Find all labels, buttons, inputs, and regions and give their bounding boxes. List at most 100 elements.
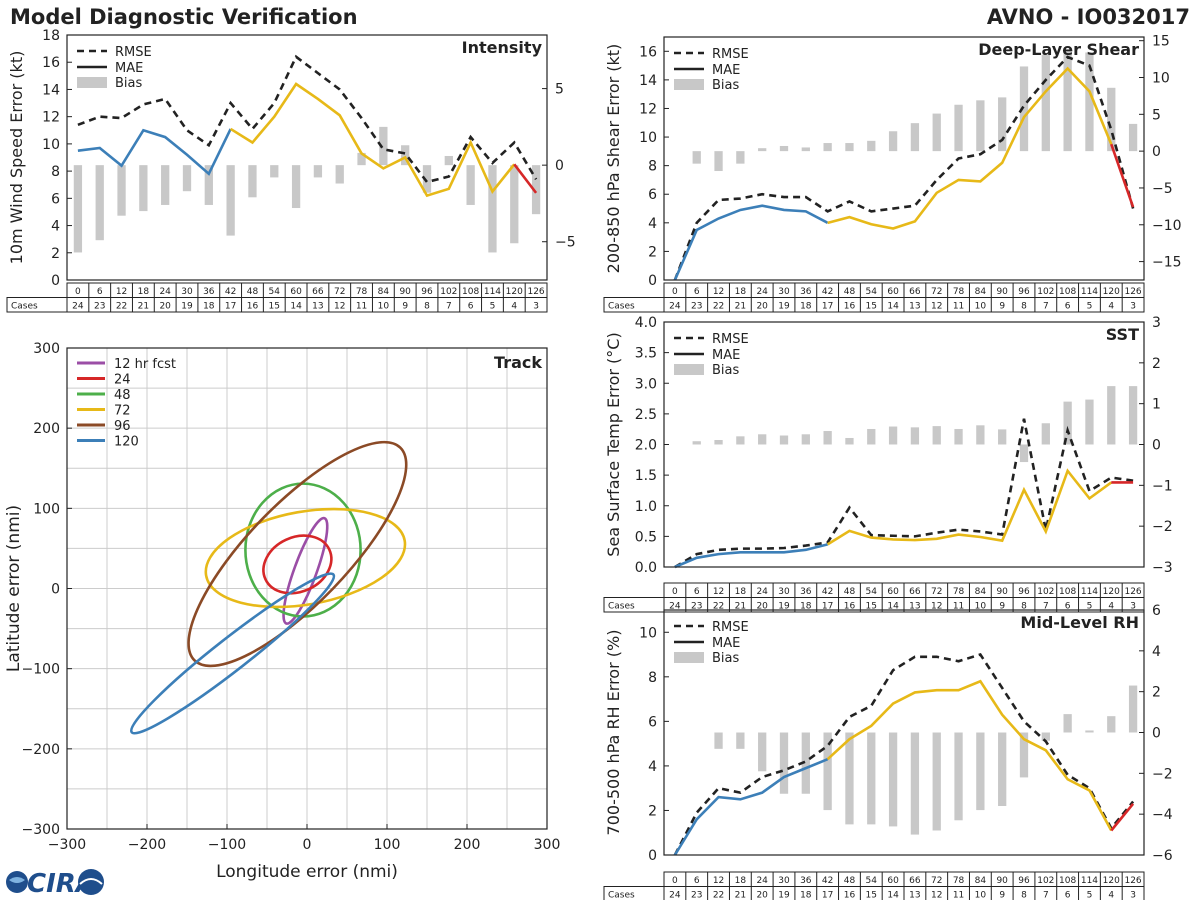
legend-mae-label: MAE	[115, 61, 143, 76]
intensity-case-count: 6	[468, 302, 474, 312]
shear-leadtime: 42	[822, 287, 833, 297]
sst-leadtime: 30	[778, 587, 790, 597]
intensity-bias-bar	[401, 145, 410, 166]
rh-ytick-label: 2	[648, 803, 657, 819]
sst-leadtime: 114	[1081, 587, 1098, 597]
sst-leadtime: 108	[1059, 587, 1076, 597]
rh-bias-bar	[954, 732, 963, 821]
sst-leadtime: 6	[694, 587, 700, 597]
rh-bias-bar	[823, 732, 832, 811]
track-ytick-label: −100	[22, 662, 60, 678]
shear-ytick-label: 10	[639, 130, 657, 146]
shear-bias-bar	[779, 145, 789, 152]
shear-case-count: 14	[887, 302, 899, 312]
sst-ytick-label: 0.5	[635, 529, 657, 545]
sst-case-count: 9	[999, 602, 1005, 612]
shear-case-count: 10	[975, 302, 987, 312]
legend-mae-label: MAE	[712, 348, 740, 363]
intensity-bias-bar	[248, 165, 257, 198]
rh-bias-bar	[736, 732, 745, 749]
rh-leadtime: 72	[931, 876, 942, 886]
intensity-leadtime: 0	[75, 287, 81, 297]
intensity-ytick-label: 12	[42, 110, 60, 126]
intensity-case-count: 21	[138, 302, 149, 312]
sst-y2tick-label: 2	[1152, 356, 1161, 372]
rh-leadtime: 114	[1081, 876, 1098, 886]
shear-bias-bar	[867, 140, 876, 152]
intensity-bias-bar	[139, 165, 148, 212]
shear-leadtime: 18	[735, 287, 747, 297]
intensity-leadtime: 30	[181, 287, 193, 297]
intensity-cases-row	[6, 297, 548, 313]
track-xtick-label: −100	[208, 837, 246, 853]
shear-case-count: 3	[1130, 302, 1136, 312]
intensity-leadtime: 24	[159, 287, 171, 297]
sst-ytick-label: 0.0	[635, 560, 657, 576]
rh-case-count: 10	[975, 891, 987, 900]
intensity-leadtime: 54	[269, 287, 281, 297]
intensity-bias-bar	[226, 165, 235, 236]
sst-y2tick-label: −2	[1152, 519, 1173, 535]
rh-leadtime: 90	[996, 876, 1008, 886]
rh-case-count: 3	[1130, 891, 1136, 900]
sst-y2tick-label: 1	[1152, 397, 1161, 413]
legend-bias-label: Bias	[115, 76, 142, 91]
rh-bias-bar	[714, 732, 723, 749]
rh-leadtime: 108	[1059, 876, 1076, 886]
intensity-rmse-line	[77, 54, 538, 184]
rh-bias-bar	[1128, 685, 1138, 733]
shear-bias-bar	[1019, 66, 1029, 152]
rh-leadtime: 66	[909, 876, 921, 886]
rh-bias-bar	[976, 732, 985, 811]
sst-bias-bar	[998, 429, 1007, 445]
sst-case-count: 15	[866, 602, 877, 612]
sst-case-count: 10	[975, 602, 987, 612]
rh-cases-row	[603, 886, 1145, 900]
intensity-bias-bar	[161, 165, 170, 205]
shear-leadtime: 72	[931, 287, 942, 297]
intensity-case-count: 23	[94, 302, 105, 312]
shear-leadtime: 84	[975, 287, 987, 297]
rh-bias-bar	[910, 732, 920, 835]
sst-bias-bar	[779, 435, 789, 445]
shear-bias-bar	[932, 113, 941, 152]
rh-bias-bar	[1085, 730, 1094, 733]
shear-cases-row	[603, 297, 1145, 313]
storm-title: AVNO - IO032017	[986, 5, 1190, 29]
sst-leadtime: 60	[887, 587, 899, 597]
logo-emblem-icon	[78, 869, 104, 895]
shear-ytick-label: 2	[648, 244, 657, 260]
sst-bias-bar	[845, 437, 854, 445]
legend-rmse-label: RMSE	[712, 47, 749, 62]
shear-bias-bar	[954, 104, 963, 152]
intensity-case-count: 8	[424, 302, 430, 312]
rh-title: Mid-Level RH	[1020, 613, 1139, 632]
intensity-leadtime: 36	[203, 287, 215, 297]
sst-case-count: 7	[1043, 602, 1049, 612]
rh-case-count: 11	[953, 891, 964, 900]
sst-leadtime: 120	[1103, 587, 1120, 597]
shear-y2tick-label: −15	[1152, 255, 1182, 271]
sst-leadtime: 126	[1124, 587, 1141, 597]
track-legend-label: 24	[114, 373, 131, 388]
shear-frame	[663, 36, 1145, 281]
logo-swirl-icon	[9, 877, 25, 883]
intensity-bias-bar	[117, 165, 126, 216]
shear-case-count: 8	[1021, 302, 1027, 312]
sst-case-count: 3	[1130, 602, 1136, 612]
shear-case-count: 15	[866, 302, 877, 312]
sst-y2tick-label: −1	[1152, 478, 1173, 494]
rh-leadtime: 36	[800, 876, 812, 886]
sst-title: SST	[1106, 325, 1139, 344]
shear-leadtime: 126	[1124, 287, 1141, 297]
intensity-bias-bar	[182, 165, 192, 192]
logo-wave-icon	[79, 878, 103, 885]
intensity-case-count: 17	[225, 302, 236, 312]
intensity-bias-bar	[444, 155, 453, 166]
rh-case-count: 14	[887, 891, 899, 900]
legend-rmse-label: RMSE	[115, 45, 152, 60]
track-xtick-label: 100	[374, 837, 401, 853]
track-xtick-label: 200	[454, 837, 481, 853]
